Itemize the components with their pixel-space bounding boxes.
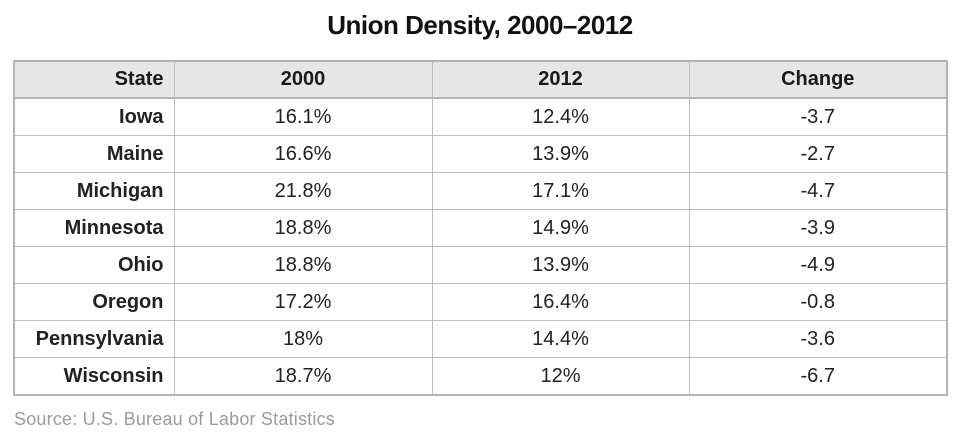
cell-state: Wisconsin [13,357,175,396]
page-title: Union Density, 2000–2012 [327,10,633,40]
cell-2012: 12.4% [431,97,690,136]
cell-2012: 16.4% [431,283,690,321]
column-header-state: State [13,60,175,99]
cell-2012: 13.9% [431,246,690,284]
cell-2012: 14.9% [431,209,690,247]
cell-2012: 13.9% [431,135,690,173]
table-row: Maine 16.6% 13.9% -2.7 [13,135,948,173]
cell-2000: 16.1% [173,97,433,136]
cell-2000: 17.2% [173,283,433,321]
cell-state: Oregon [13,283,175,321]
union-density-table: State 2000 2012 Change Iowa 16.1% 12.4% … [13,60,948,396]
cell-2000: 16.6% [173,135,433,173]
cell-state: Iowa [13,97,175,136]
cell-change: -3.9 [688,209,948,247]
column-header-change: Change [688,60,948,99]
cell-2012: 17.1% [431,172,690,210]
table-row: Oregon 17.2% 16.4% -0.8 [13,283,948,321]
source-note: Source: U.S. Bureau of Labor Statistics [14,409,335,429]
cell-2000: 18.8% [173,246,433,284]
cell-change: -4.9 [688,246,948,284]
cell-change: -6.7 [688,357,948,396]
cell-2000: 18.7% [173,357,433,396]
cell-state: Maine [13,135,175,173]
cell-2012: 14.4% [431,320,690,358]
table-row: Michigan 21.8% 17.1% -4.7 [13,172,948,210]
cell-state: Ohio [13,246,175,284]
cell-change: -4.7 [688,172,948,210]
cell-2000: 18% [173,320,433,358]
cell-change: -3.6 [688,320,948,358]
table-row: Ohio 18.8% 13.9% -4.9 [13,246,948,284]
cell-2000: 18.8% [173,209,433,247]
cell-change: -3.7 [688,97,948,136]
column-header-2012: 2012 [431,60,690,99]
header-row: State 2000 2012 Change [13,60,948,99]
cell-2000: 21.8% [173,172,433,210]
table-row: Minnesota 18.8% 14.9% -3.9 [13,209,948,247]
cell-state: Pennsylvania [13,320,175,358]
cell-change: -0.8 [688,283,948,321]
column-header-2000: 2000 [173,60,433,99]
cell-change: -2.7 [688,135,948,173]
cell-state: Michigan [13,172,175,210]
cell-2012: 12% [431,357,690,396]
cell-state: Minnesota [13,209,175,247]
table-row: Iowa 16.1% 12.4% -3.7 [13,97,948,136]
table-row: Wisconsin 18.7% 12% -6.7 [13,357,948,396]
table-row: Pennsylvania 18% 14.4% -3.6 [13,320,948,358]
